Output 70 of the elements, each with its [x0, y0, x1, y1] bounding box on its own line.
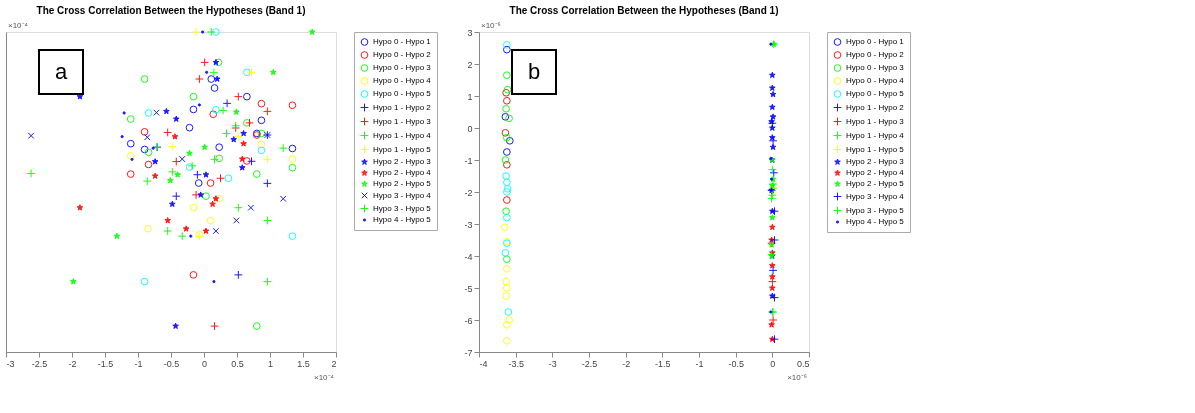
legend-label: Hypo 3 - Hypo 5 — [846, 205, 905, 215]
x-tick-label: 2 — [331, 358, 337, 369]
legend-label: Hypo 0 - Hypo 2 — [373, 50, 432, 59]
legend-label: Hypo 0 - Hypo 5 — [373, 89, 432, 98]
x-tick-label: -0.5 — [728, 358, 744, 369]
x-tick-label: 0.5 — [796, 358, 810, 369]
legend-label: Hypo 1 - Hypo 3 — [373, 116, 432, 126]
legend-label: Hypo 1 - Hypo 5 — [373, 144, 432, 154]
legend-label: Hypo 1 - Hypo 2 — [846, 102, 905, 112]
legend-label: Hypo 1 - Hypo 3 — [846, 116, 905, 126]
legend-label: Hypo 1 - Hypo 4 — [373, 130, 432, 140]
text: ×10⁻⁶ — [481, 21, 501, 30]
x-tick-label: -2.5 — [31, 358, 48, 369]
x-tick-label: -3 — [548, 358, 557, 369]
legend-label: Hypo 4 - Hypo 5 — [846, 217, 905, 226]
x-tick-label: -1.5 — [97, 358, 114, 369]
legend-label: Hypo 3 - Hypo 4 — [846, 191, 905, 201]
y-tick-label: -3 — [464, 219, 473, 230]
x-tick-label: -2 — [622, 358, 631, 369]
legend-label: Hypo 2 - Hypo 5 — [373, 179, 432, 188]
annotation: a — [54, 59, 68, 84]
legend-label: Hypo 0 - Hypo 1 — [373, 37, 432, 46]
chart-title: The Cross Correlation Between the Hypotheses (Band 1) — [36, 5, 306, 16]
y-tick-label: 0 — [467, 123, 473, 134]
legend-label: Hypo 0 - Hypo 1 — [846, 37, 905, 46]
text: ×10⁻⁴ — [8, 21, 29, 30]
legend-label: Hypo 3 - Hypo 5 — [373, 203, 432, 213]
y-tick-label: -7 — [464, 347, 473, 358]
legend-label: Hypo 2 - Hypo 4 — [846, 168, 905, 177]
x-tick-label: -0.5 — [163, 358, 180, 369]
legend-label: Hypo 2 - Hypo 4 — [373, 168, 432, 177]
text: ×10⁻⁶ — [787, 373, 807, 382]
x-tick-label: -3.5 — [508, 358, 524, 369]
y-tick-label: 3 — [467, 27, 473, 38]
legend-label: Hypo 0 - Hypo 5 — [846, 89, 905, 98]
y-tick-label: -4 — [464, 251, 473, 262]
legend-label: Hypo 0 - Hypo 4 — [846, 76, 905, 85]
legend-label: Hypo 3 - Hypo 4 — [373, 190, 432, 200]
legend-label: Hypo 2 - Hypo 3 — [373, 157, 432, 166]
x-tick-label: -1 — [134, 358, 143, 369]
text: ×10⁻⁴ — [313, 373, 335, 382]
legend-label: Hypo 2 - Hypo 3 — [846, 157, 905, 166]
x-tick-label: 0 — [201, 358, 208, 369]
x-tick-label: -1.5 — [655, 358, 671, 369]
y-tick-label: -2 — [464, 187, 473, 198]
x-tick-label: 1.5 — [297, 358, 310, 369]
x-tick-label: -2 — [68, 358, 77, 369]
legend-label: Hypo 0 - Hypo 3 — [846, 63, 905, 72]
legend-label: Hypo 0 - Hypo 2 — [846, 50, 905, 59]
legend-label: Hypo 1 - Hypo 5 — [846, 144, 905, 154]
x-tick-label: -3 — [6, 358, 15, 369]
x-tick-label: -1 — [695, 358, 704, 369]
legend-label: Hypo 2 - Hypo 5 — [846, 179, 905, 188]
y-tick-label: -1 — [464, 155, 473, 166]
legend-label: Hypo 1 - Hypo 2 — [373, 102, 432, 112]
y-tick-label: -6 — [464, 315, 473, 326]
y-tick-label: 2 — [467, 59, 473, 70]
chart-title: The Cross Correlation Between the Hypotheses (Band 1) — [509, 5, 779, 16]
x-tick-label: 0 — [770, 358, 776, 369]
annotation: b — [527, 59, 541, 84]
y-tick-label: 1 — [467, 91, 473, 102]
legend-label: Hypo 1 - Hypo 4 — [846, 130, 905, 140]
x-tick-label: 1 — [267, 358, 274, 369]
legend-label: Hypo 0 - Hypo 3 — [373, 63, 432, 72]
x-tick-label: 0.5 — [231, 358, 244, 369]
legend-label: Hypo 0 - Hypo 4 — [373, 76, 432, 85]
y-tick-label: -5 — [464, 283, 473, 294]
x-tick-label: -2.5 — [581, 358, 598, 369]
legend-label: Hypo 4 - Hypo 5 — [373, 215, 432, 224]
x-tick-label: -4 — [479, 358, 488, 369]
